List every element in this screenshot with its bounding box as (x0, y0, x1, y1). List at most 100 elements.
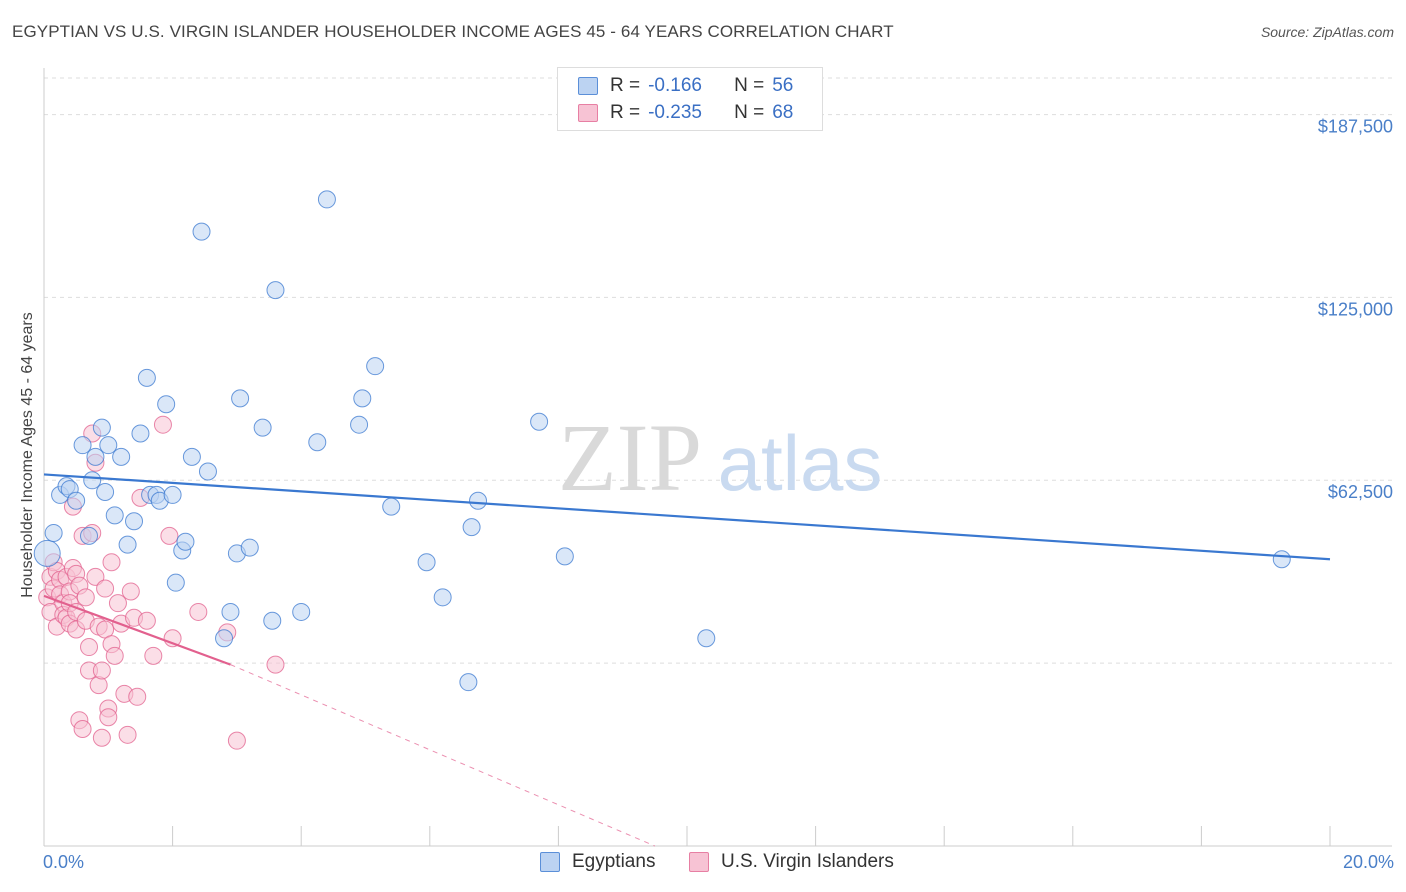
virgin-islander-point (137, 611, 156, 630)
egyptian-point (697, 629, 716, 648)
egyptian-point (459, 673, 478, 692)
egyptian-point (433, 588, 452, 607)
egyptian-point (266, 281, 285, 300)
egyptian-point (382, 497, 401, 516)
virgin-islander-point (189, 602, 208, 621)
egyptian-point (125, 512, 144, 531)
egyptian-point (67, 491, 86, 510)
legend-row-virgin-islanders: R = -0.235 N = 68 (578, 101, 793, 125)
source-credit: Source: ZipAtlas.com (1260, 24, 1394, 40)
egyptian-point (215, 629, 234, 648)
virgin-islander-point (96, 579, 115, 598)
virgin-islander-point (80, 638, 99, 657)
legend-swatch-blue (540, 852, 560, 872)
correlation-legend: R = -0.166 N = 56 R = -0.235 N = 68 (557, 67, 823, 131)
legend-n-label: N = (734, 102, 765, 123)
series-legend: Egyptians U.S. Virgin Islanders (0, 851, 1406, 877)
legend-swatch-pink (689, 852, 709, 872)
egyptian-point (530, 412, 549, 431)
legend-r-label: R = (610, 102, 641, 123)
y-tick-label: $125,000 (1318, 299, 1393, 319)
legend-n-label: N = (734, 75, 765, 96)
egyptian-point (192, 222, 211, 241)
gridlines (44, 77, 1392, 664)
watermark-atlas: atlas (718, 419, 883, 507)
egyptian-point (469, 491, 488, 510)
legend-row-egyptians: R = -0.166 N = 56 (578, 74, 793, 98)
x-tick-min: 0.0% (43, 852, 85, 872)
egyptian-point (96, 482, 115, 501)
egyptian-point (86, 447, 105, 466)
egyptian-point (292, 602, 311, 621)
egyptian-point (33, 539, 61, 567)
virgin-islander-point (99, 708, 118, 727)
egyptian-point (182, 447, 201, 466)
egyptian-point (366, 357, 385, 376)
virgin-islander-trend-extension (230, 664, 656, 847)
legend-r-value: -0.166 (648, 75, 702, 96)
egyptian-point (350, 415, 369, 434)
egyptian-point (83, 471, 102, 490)
egyptian-point (221, 602, 240, 621)
legend-item-egyptians: Egyptians (540, 851, 655, 873)
egyptian-point (44, 523, 63, 542)
legend-r-value: -0.235 (648, 102, 702, 123)
virgin-islander-point (105, 646, 124, 665)
legend-swatch-pink (578, 104, 598, 122)
egyptian-points (33, 190, 1291, 692)
egyptian-point (462, 518, 481, 537)
virgin-islander-point (128, 687, 147, 706)
egyptian-point (157, 395, 176, 414)
egyptian-point (131, 424, 150, 443)
egyptian-point (73, 436, 92, 455)
egyptian-point (317, 190, 336, 209)
legend-n-value: 56 (772, 75, 794, 96)
egyptian-point (253, 418, 272, 437)
legend-swatch-blue (578, 77, 598, 95)
egyptian-point (231, 389, 250, 408)
egyptian-point (99, 436, 118, 455)
virgin-islander-point (118, 725, 137, 744)
x-tick-max: 20.0% (1342, 852, 1394, 872)
egyptian-point (105, 506, 124, 525)
egyptian-point (198, 462, 217, 481)
chart-title: EGYPTIAN VS U.S. VIRGIN ISLANDER HOUSEHO… (12, 22, 894, 41)
egyptian-point (80, 526, 99, 545)
egyptian-point (263, 611, 282, 630)
egyptian-point (163, 485, 182, 504)
legend-label-virgin-islanders: U.S. Virgin Islanders (721, 851, 894, 872)
axes (43, 68, 1392, 847)
virgin-islander-point (160, 526, 179, 545)
egyptian-point (555, 547, 574, 566)
egyptian-point (308, 433, 327, 452)
virgin-islander-point (73, 719, 92, 738)
egyptian-point (112, 447, 131, 466)
egyptian-point (240, 538, 259, 557)
egyptian-point (118, 535, 137, 554)
y-tick-labels: $62,500$125,000$187,500$250,000 (1318, 116, 1393, 502)
y-tick-label: $62,500 (1328, 482, 1393, 502)
virgin-islander-trend-line (43, 594, 231, 666)
egyptian-point (353, 389, 372, 408)
virgin-islander-point (121, 582, 140, 601)
virgin-islander-point (92, 661, 111, 680)
virgin-islander-point (76, 588, 95, 607)
virgin-islander-point (144, 646, 163, 665)
virgin-islander-point (92, 728, 111, 747)
legend-item-virgin-islanders: U.S. Virgin Islanders (689, 851, 894, 873)
legend-label-egyptians: Egyptians (572, 851, 656, 872)
egyptian-trend-line (43, 473, 1331, 561)
virgin-islander-point (227, 731, 246, 750)
egyptian-point (92, 418, 111, 437)
legend-n-value: 68 (772, 102, 794, 123)
egyptian-point (1272, 550, 1291, 569)
watermark-zip: ZIP (558, 404, 702, 511)
virgin-islander-point (89, 676, 108, 695)
trend-lines (43, 473, 1331, 847)
watermark: ZIP atlas (558, 404, 882, 511)
egyptian-point (166, 573, 185, 592)
legend-r-label: R = (610, 75, 641, 96)
y-tick-label: $187,500 (1318, 116, 1393, 136)
virgin-islander-point (108, 594, 127, 613)
